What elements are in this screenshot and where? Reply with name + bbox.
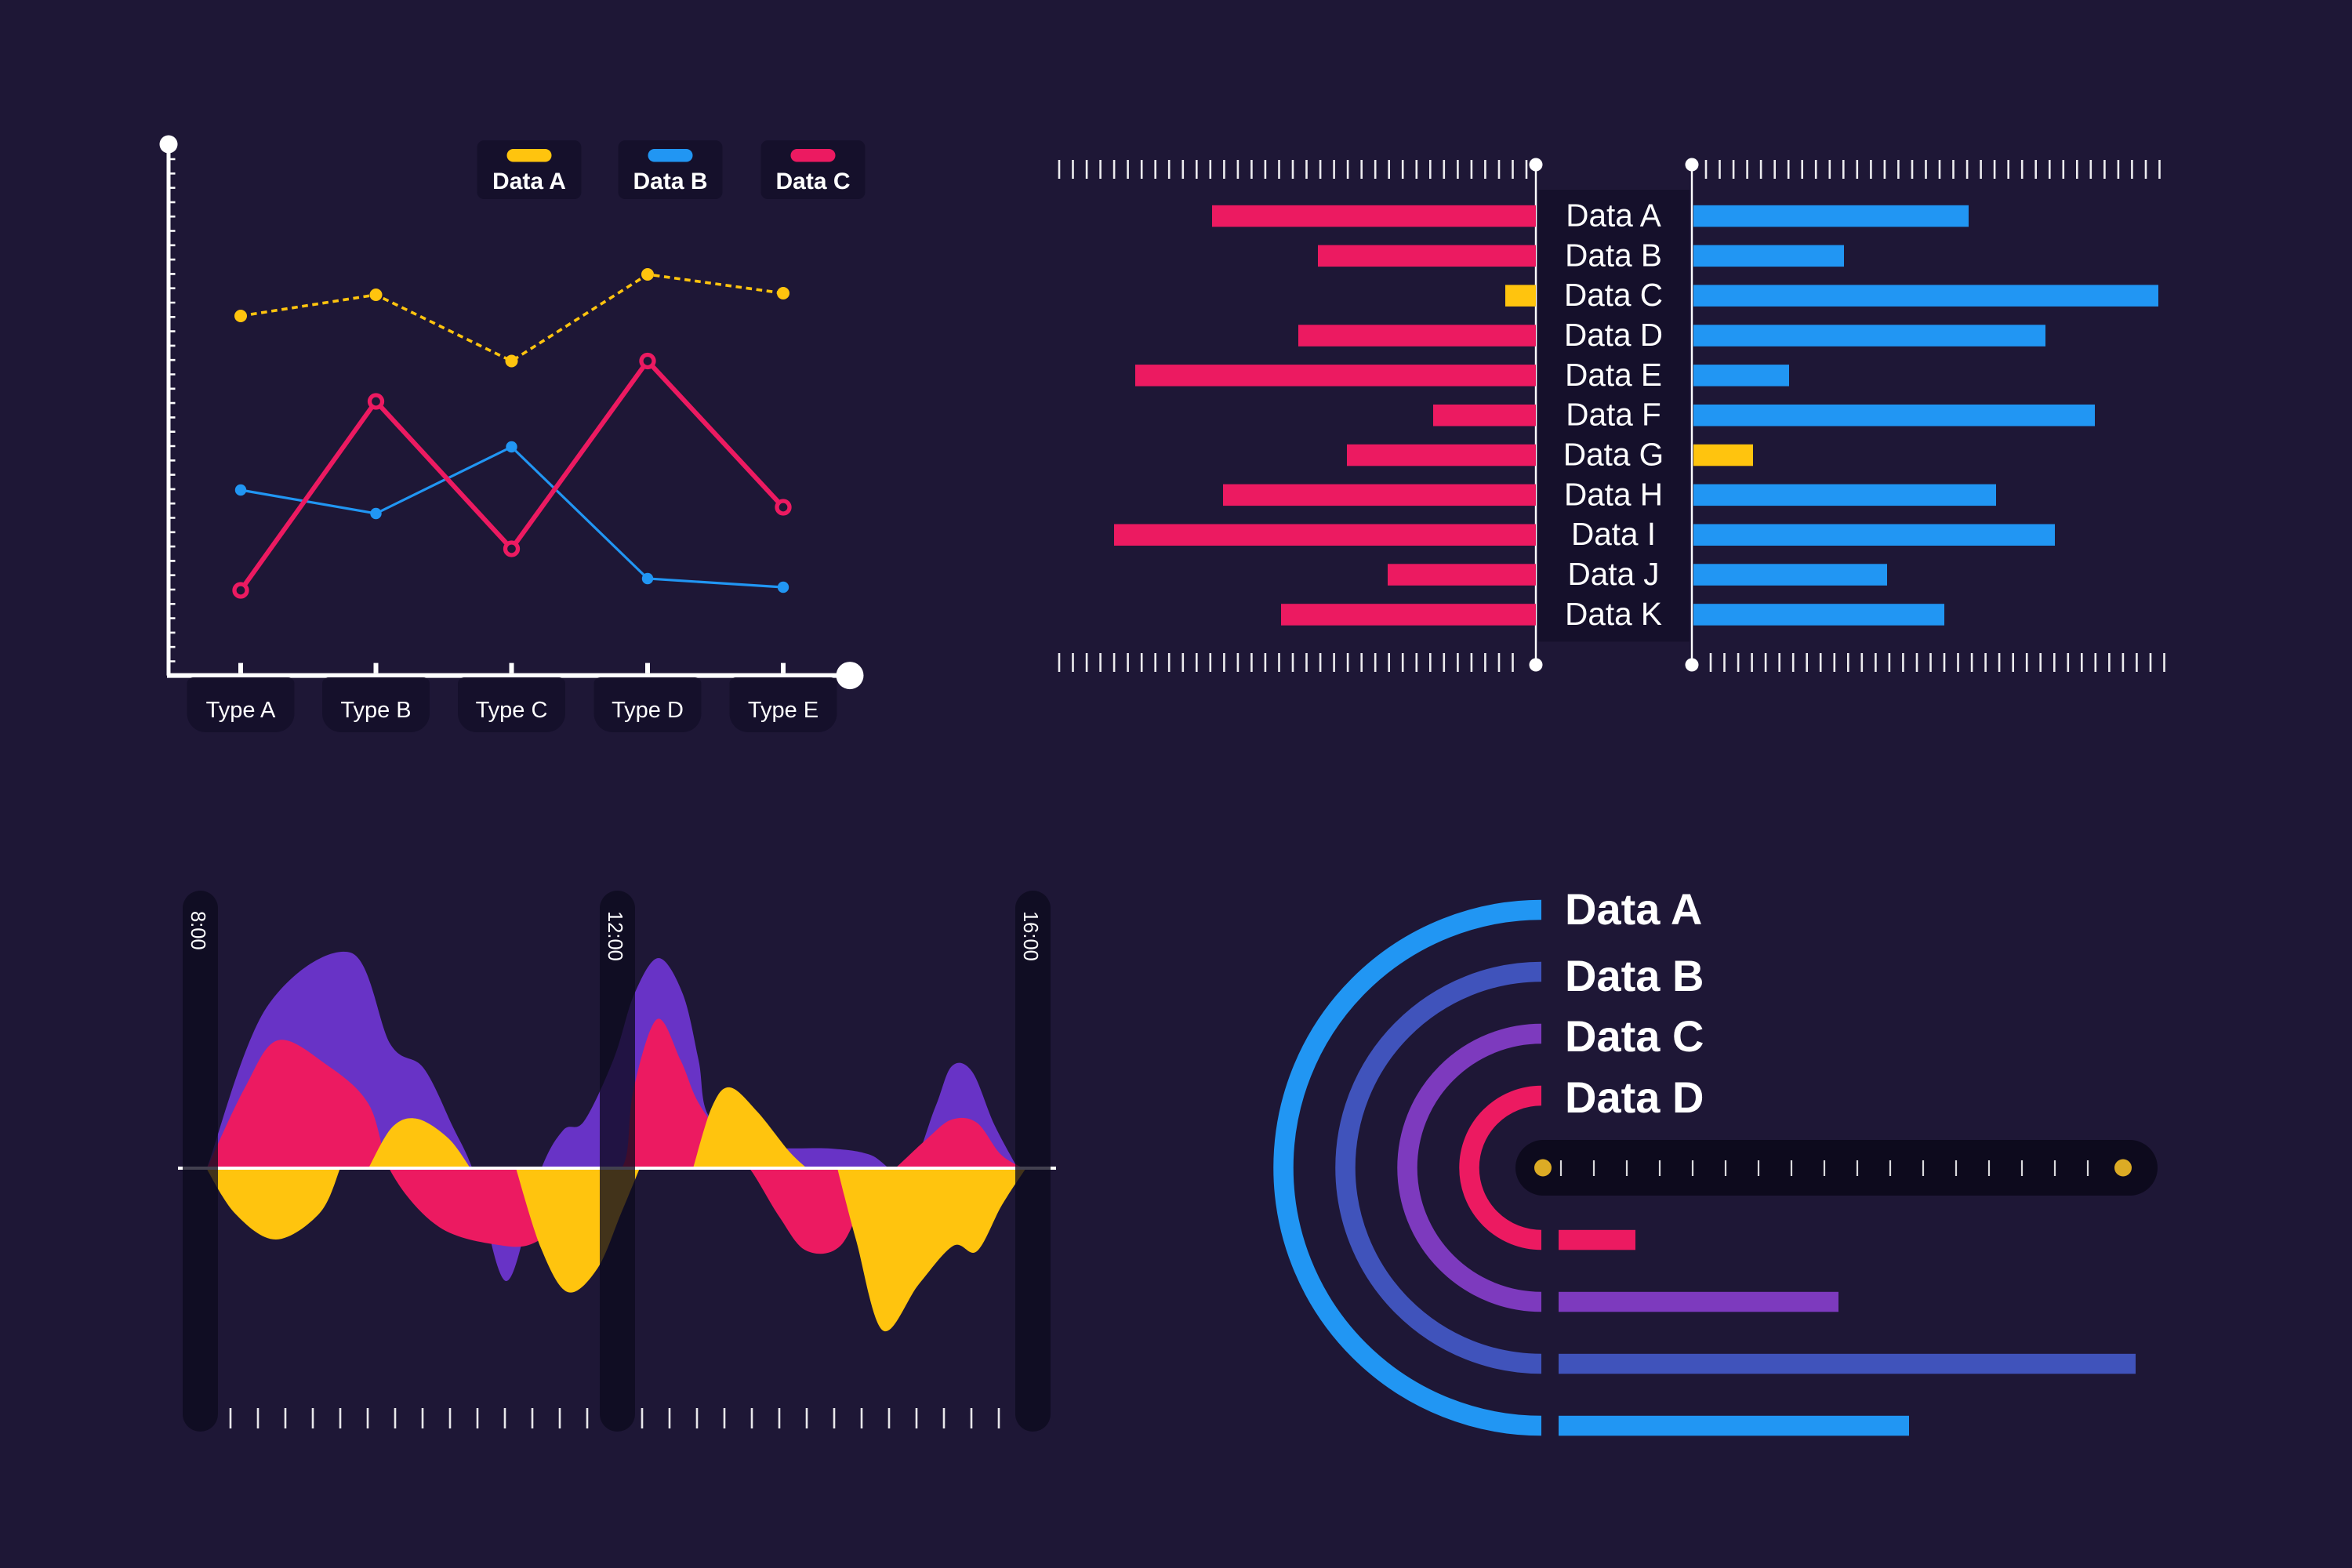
svg-text:Data I: Data I xyxy=(1571,516,1656,552)
svg-text:Data A: Data A xyxy=(1565,884,1702,934)
svg-text:Data C: Data C xyxy=(1564,277,1663,313)
svg-text:8:00: 8:00 xyxy=(187,911,209,950)
svg-text:Data H: Data H xyxy=(1564,476,1663,512)
svg-text:Data B: Data B xyxy=(1565,951,1704,1000)
svg-text:Data K: Data K xyxy=(1565,596,1662,632)
svg-text:Type A: Type A xyxy=(206,698,276,723)
svg-text:Type C: Type C xyxy=(476,698,548,723)
svg-text:Type D: Type D xyxy=(612,698,684,723)
svg-text:12:00: 12:00 xyxy=(604,911,626,961)
svg-text:Data A: Data A xyxy=(1566,198,1661,234)
svg-text:Type B: Type B xyxy=(340,698,411,723)
svg-text:Data A: Data A xyxy=(492,169,566,194)
svg-text:Data B: Data B xyxy=(1565,237,1662,273)
svg-text:Data J: Data J xyxy=(1567,556,1659,592)
svg-text:Data F: Data F xyxy=(1566,397,1661,433)
svg-text:Data C: Data C xyxy=(775,169,850,194)
svg-text:Data C: Data C xyxy=(1565,1011,1704,1061)
svg-text:Data B: Data B xyxy=(633,169,707,194)
svg-text:16:00: 16:00 xyxy=(1019,911,1041,961)
svg-text:Data D: Data D xyxy=(1564,317,1663,353)
svg-text:Data D: Data D xyxy=(1565,1073,1704,1122)
svg-text:Data G: Data G xyxy=(1563,437,1664,473)
svg-text:Data E: Data E xyxy=(1565,357,1662,393)
svg-text:Type E: Type E xyxy=(748,698,818,723)
